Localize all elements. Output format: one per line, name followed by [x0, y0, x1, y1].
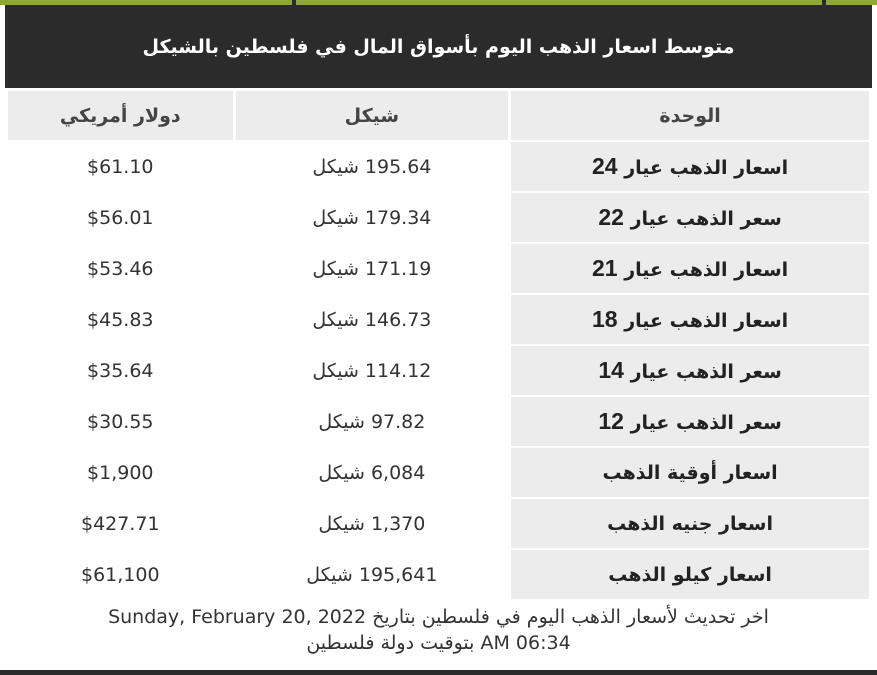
unit-label: اسعار الذهب عيار: [624, 310, 789, 332]
ils-price: 114.12 شيكل: [312, 359, 432, 382]
header-ils: شيكل: [235, 91, 509, 140]
table-row: اسعار الذهب عيار 21 171.19 شيكل $53.46: [8, 244, 869, 293]
ils-price: 6,084 شيكل: [318, 461, 426, 484]
ils-price: 195.64 شيكل: [312, 155, 432, 178]
karat-value: 18: [592, 306, 618, 332]
table-row: اسعار كيلو الذهب 195,641 شيكل $61,100: [8, 550, 869, 599]
last-update-note: اخر تحديث لأسعار الذهب اليوم في فلسطين ب…: [0, 604, 877, 656]
bottom-divider: [0, 670, 877, 675]
header-usd: دولار أمريكي: [8, 91, 233, 140]
unit-label: اسعار الذهب عيار: [624, 259, 789, 281]
unit-label: اسعار كيلو الذهب: [608, 563, 772, 586]
table-row: سعر الذهب عيار 12 97.82 شيكل $30.55: [8, 397, 869, 446]
table-row: اسعار الذهب عيار 24 195.64 شيكل $61.10: [8, 142, 869, 191]
unit-cell: سعر الذهب عيار 12: [511, 397, 869, 446]
ils-price: 146.73 شيكل: [312, 308, 432, 331]
table-row: اسعار أوقية الذهب 6,084 شيكل $1,900: [8, 448, 869, 497]
usd-price: $61,100: [80, 563, 160, 586]
unit-cell: سعر الذهب عيار 14: [511, 346, 869, 395]
karat-value: 21: [592, 255, 618, 281]
unit-label: اسعار جنيه الذهب: [607, 512, 774, 535]
ils-price: 171.19 شيكل: [312, 257, 432, 280]
usd-price: $30.55: [87, 410, 154, 433]
usd-price: $427.71: [80, 512, 160, 535]
unit-cell: اسعار الذهب عيار 18: [511, 295, 869, 344]
usd-price: $53.46: [87, 257, 154, 280]
last-update-line2: 06:34 AM بتوقيت دولة فلسطين: [306, 632, 571, 654]
unit-cell: اسعار أوقية الذهب: [511, 448, 869, 497]
ils-price: 1,370 شيكل: [318, 512, 426, 535]
ils-price: 97.82 شيكل: [318, 410, 426, 433]
usd-price: $56.01: [87, 206, 154, 229]
unit-label: اسعار الذهب عيار: [624, 157, 789, 179]
unit-cell: اسعار جنيه الذهب: [511, 499, 869, 548]
header-row: الوحدة شيكل دولار أمريكي: [8, 91, 869, 140]
ils-price: 179.34 شيكل: [312, 206, 432, 229]
ils-price: 195,641 شيكل: [306, 563, 438, 586]
unit-label: سعر الذهب عيار: [630, 361, 782, 383]
last-update-line1: اخر تحديث لأسعار الذهب اليوم في فلسطين ب…: [108, 606, 769, 628]
unit-label: اسعار أوقية الذهب: [602, 461, 778, 484]
usd-price: $61.10: [87, 155, 154, 178]
top-accent-strip: [0, 0, 877, 5]
unit-cell: اسعار الذهب عيار 24: [511, 142, 869, 191]
table-row: سعر الذهب عيار 14 114.12 شيكل $35.64: [8, 346, 869, 395]
usd-price: $35.64: [87, 359, 154, 382]
karat-value: 24: [592, 153, 618, 179]
table-row: سعر الذهب عيار 22 179.34 شيكل $56.01: [8, 193, 869, 242]
unit-cell: اسعار الذهب عيار 21: [511, 244, 869, 293]
unit-cell: سعر الذهب عيار 22: [511, 193, 869, 242]
karat-value: 14: [598, 357, 624, 383]
gold-prices-table: الوحدة شيكل دولار أمريكي اسعار الذهب عيا…: [5, 89, 872, 601]
unit-label: سعر الذهب عيار: [630, 208, 782, 230]
karat-value: 12: [598, 408, 624, 434]
unit-label: سعر الذهب عيار: [630, 412, 782, 434]
table-row: اسعار جنيه الذهب 1,370 شيكل $427.71: [8, 499, 869, 548]
table-title: متوسط اسعار الذهب اليوم بأسواق المال في …: [5, 5, 872, 88]
header-unit: الوحدة: [511, 91, 869, 140]
usd-price: $45.83: [87, 308, 154, 331]
unit-cell: اسعار كيلو الذهب: [511, 550, 869, 599]
usd-price: $1,900: [87, 461, 154, 484]
table-row: اسعار الذهب عيار 18 146.73 شيكل $45.83: [8, 295, 869, 344]
karat-value: 22: [598, 204, 624, 230]
